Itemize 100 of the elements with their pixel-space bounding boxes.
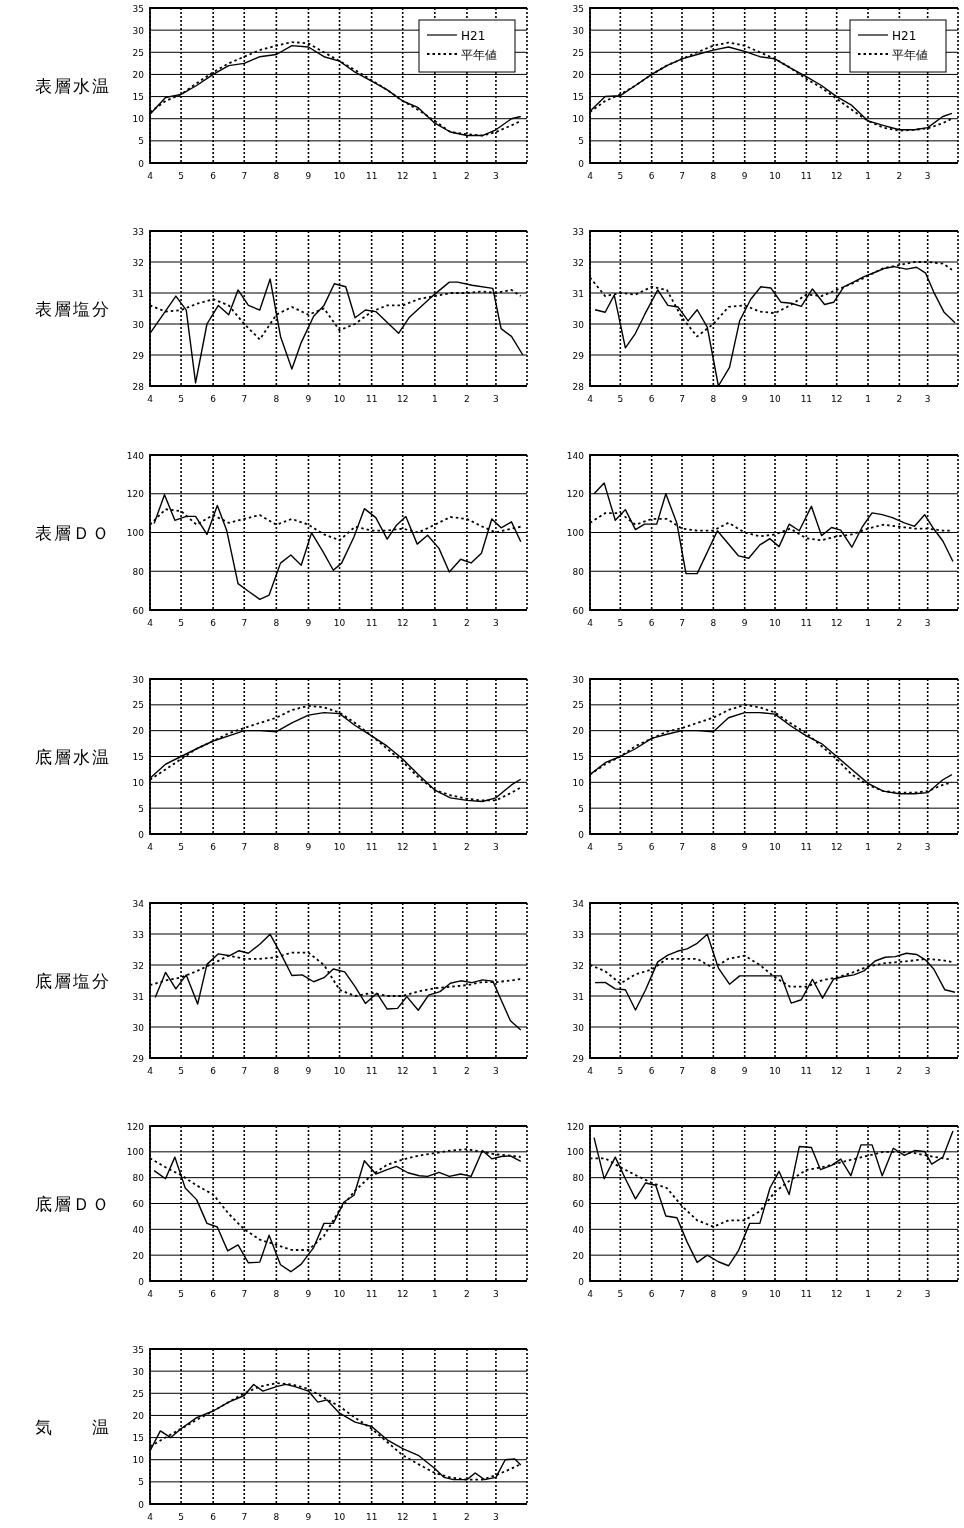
y-tick-label: 29 [132,1053,145,1064]
y-tick-label: 120 [126,489,145,500]
y-tick-label: 20 [572,69,585,80]
y-tick-label: 60 [132,1199,145,1209]
y-tick-label: 10 [132,114,145,125]
x-tick-label: 2 [464,842,470,852]
x-tick-label: 6 [648,1289,655,1299]
y-axis-title: 表層ＤＯ [35,522,111,543]
x-tick-label: 12 [396,1289,409,1299]
x-tick-label: 10 [333,1066,346,1076]
x-tick-label: 10 [769,171,782,181]
x-tick-label: 7 [679,394,685,404]
y-tick-label: 10 [572,114,585,125]
y-tick-label: 10 [572,777,585,788]
y-tick-label: 140 [566,450,585,461]
x-tick-label: 9 [305,394,312,404]
y-axis-title: 気 温 [35,1416,111,1437]
x-tick-label: 2 [896,171,903,181]
x-tick-label: 10 [333,618,346,628]
x-tick-label: 8 [710,618,717,628]
x-tick-label: 2 [464,1289,470,1299]
y-tick-label: 31 [572,288,584,299]
y-tick-label: 25 [572,47,584,58]
x-tick-label: 9 [305,842,312,852]
x-tick-label: 7 [241,171,248,181]
y-tick-label: 30 [572,674,585,685]
x-tick-label: 3 [493,1512,499,1522]
y-tick-label: 15 [572,752,584,762]
y-tick-label: 60 [132,605,145,616]
y-tick-label: 100 [566,1147,585,1158]
x-tick-label: 10 [333,394,346,404]
x-tick-label: 1 [431,842,438,852]
x-tick-label: 4 [587,1289,594,1299]
x-tick-label: 5 [178,1289,184,1299]
x-tick-label: 5 [178,171,184,181]
x-tick-label: 7 [241,618,248,628]
x-tick-label: 11 [800,171,813,181]
x-tick-label: 1 [865,394,871,404]
x-tick-label: 2 [464,1066,470,1076]
x-tick-label: 6 [210,842,217,852]
x-tick-label: 2 [464,1512,470,1522]
x-tick-label: 8 [710,1289,717,1299]
y-tick-label: 30 [132,1022,145,1033]
y-tick-label: 100 [126,528,145,538]
x-tick-label: 7 [679,171,685,181]
y-tick-label: 25 [132,1388,144,1399]
y-tick-label: 0 [578,1276,585,1287]
x-tick-label: 7 [679,1066,685,1076]
y-tick-label: 60 [572,605,585,616]
y-tick-label: 100 [126,1147,145,1158]
y-axis-title: 底層ＤＯ [35,1193,111,1214]
x-tick-label: 9 [741,842,748,852]
y-tick-label: 30 [572,25,585,36]
x-tick-label: 10 [769,394,782,404]
x-tick-label: 10 [333,1512,346,1522]
x-tick-label: 11 [365,1066,378,1076]
x-tick-label: 3 [493,394,499,404]
y-tick-label: 29 [572,350,585,361]
x-tick-label: 10 [333,171,346,181]
y-tick-label: 120 [566,489,585,500]
y-tick-label: 32 [572,257,584,268]
x-tick-label: 5 [617,618,624,628]
x-tick-label: 4 [147,1066,154,1076]
x-tick-label: 5 [617,1289,624,1299]
x-tick-label: 6 [648,1066,655,1076]
y-tick-label: 30 [132,25,145,36]
y-tick-label: 15 [132,752,144,762]
y-tick-label: 5 [138,803,144,814]
x-tick-label: 1 [865,842,871,852]
legend-label: 平年値 [892,47,928,62]
x-tick-label: 4 [147,618,154,628]
x-tick-label: 3 [493,842,499,852]
y-tick-label: 80 [132,566,145,577]
y-tick-label: 0 [578,158,585,169]
y-tick-label: 32 [132,960,144,971]
y-tick-label: 35 [132,1344,144,1355]
x-tick-label: 4 [147,171,154,181]
x-tick-label: 7 [679,618,685,628]
y-tick-label: 100 [566,528,585,538]
y-tick-label: 20 [132,1410,145,1421]
x-tick-label: 7 [679,842,685,852]
y-tick-label: 5 [138,136,144,147]
y-tick-label: 80 [572,566,585,577]
x-tick-label: 9 [741,1066,748,1076]
x-tick-label: 3 [924,1066,931,1076]
x-tick-label: 10 [333,842,346,852]
y-tick-label: 31 [132,288,144,299]
x-tick-label: 8 [273,1512,280,1522]
y-tick-label: 20 [572,726,585,737]
y-tick-label: 33 [572,226,584,237]
y-tick-label: 30 [132,319,145,330]
x-tick-label: 1 [865,1289,871,1299]
x-tick-label: 12 [830,1066,843,1076]
y-tick-label: 10 [132,1455,145,1466]
x-tick-label: 2 [896,842,903,852]
y-tick-label: 33 [572,929,584,940]
x-tick-label: 12 [396,842,409,852]
x-tick-label: 6 [210,1512,217,1522]
x-tick-label: 8 [273,842,280,852]
x-tick-label: 1 [865,618,871,628]
